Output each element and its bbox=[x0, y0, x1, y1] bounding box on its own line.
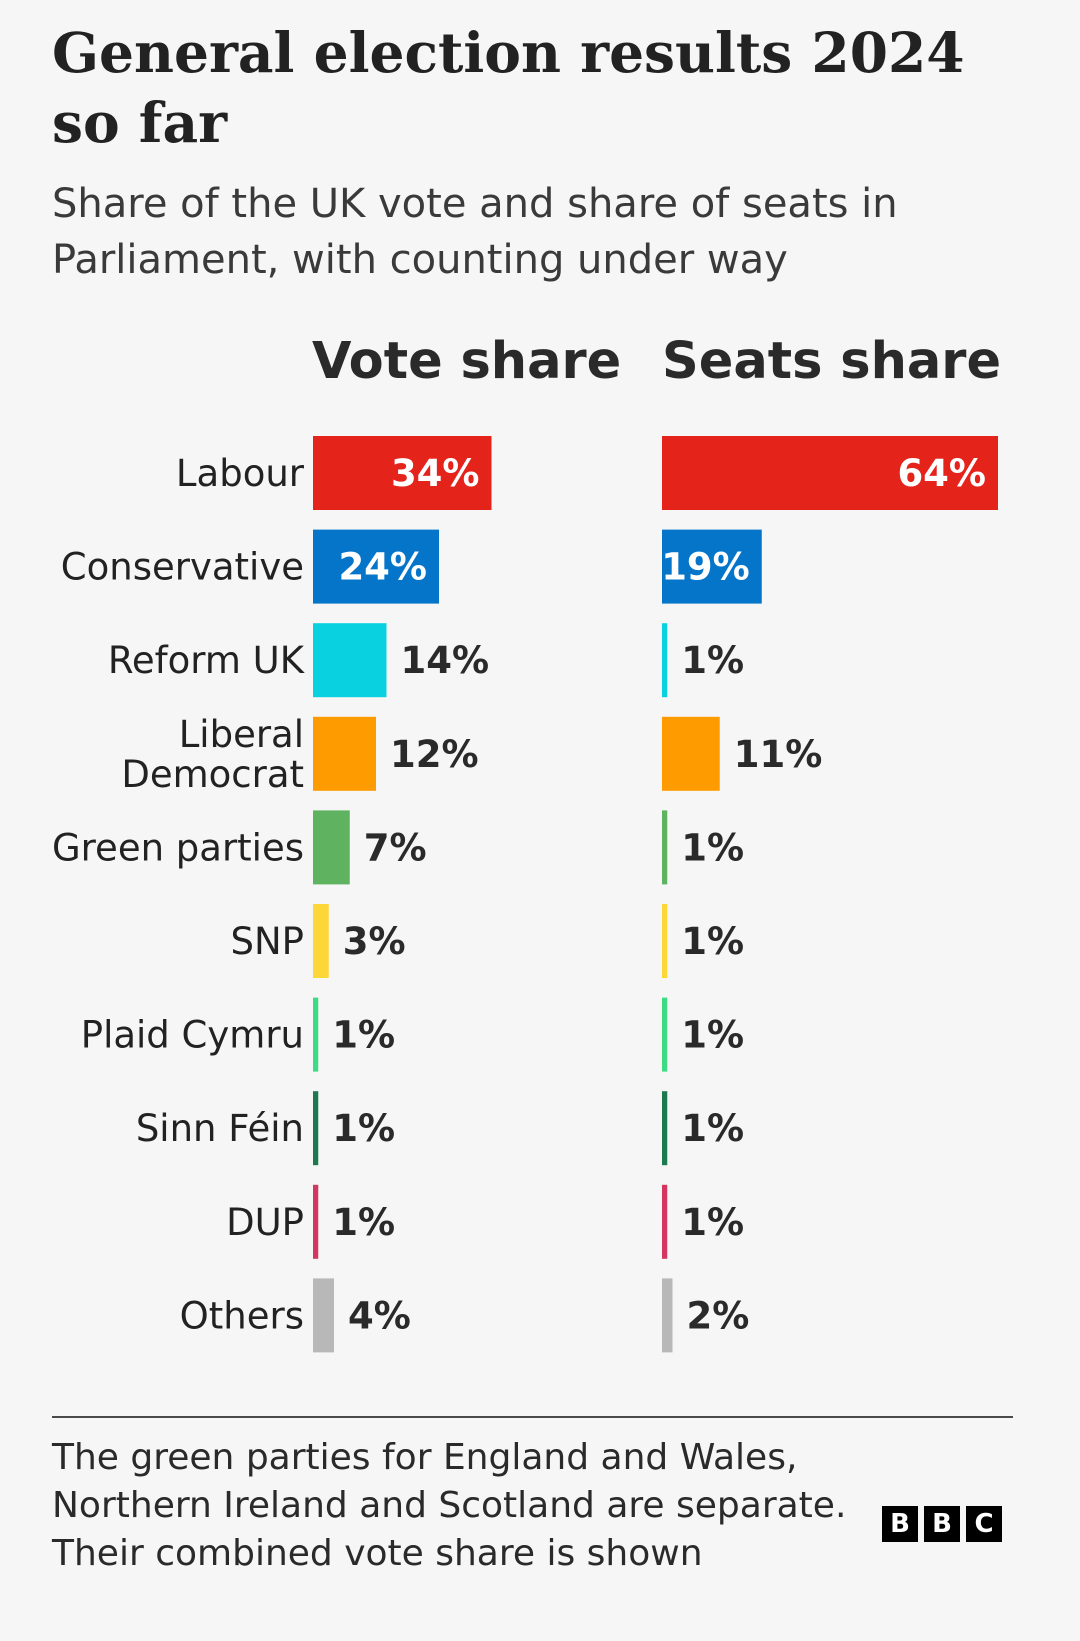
seats-share-value-label: 11% bbox=[734, 733, 823, 776]
seats-share-heading: Seats share bbox=[662, 332, 1002, 391]
seats-share-value-label: 1% bbox=[681, 1201, 744, 1244]
bbc-logo: B B C bbox=[882, 1506, 1002, 1542]
category-label: Democrat bbox=[121, 753, 304, 796]
seats-share-bar bbox=[662, 1091, 668, 1166]
seats-share-value-label: 1% bbox=[681, 826, 744, 869]
footnote: The green parties for England and Wales,… bbox=[52, 1437, 847, 1574]
seats-share-bar bbox=[662, 436, 998, 510]
category-label: Reform UK bbox=[108, 639, 306, 682]
category-label: Others bbox=[180, 1294, 304, 1337]
seats-share-bar bbox=[662, 904, 668, 978]
vote-share-value-label: 24% bbox=[338, 546, 427, 589]
footer-divider bbox=[52, 1416, 1013, 1418]
bbc-logo-block: C bbox=[966, 1506, 1002, 1542]
chart-title: General election results 2024 so far bbox=[52, 20, 965, 155]
vote-share-bar bbox=[313, 436, 492, 510]
vote-share-bar bbox=[313, 904, 329, 978]
seats-share-value-label: 64% bbox=[897, 452, 986, 495]
seats-share-bar bbox=[662, 1184, 668, 1259]
seats-share-value-label: 19% bbox=[661, 546, 750, 589]
vote-share-bar bbox=[313, 1091, 319, 1166]
category-label: Conservative bbox=[61, 546, 304, 589]
seats-share-bar bbox=[662, 529, 762, 604]
seats-share-bar bbox=[662, 716, 720, 791]
vote-share-value-label: 1% bbox=[332, 1107, 395, 1150]
seats-share-value-label: 2% bbox=[687, 1294, 750, 1337]
category-label: Plaid Cymru bbox=[81, 1014, 304, 1057]
vote-share-value-label: 12% bbox=[390, 733, 479, 776]
vote-share-value-label: 14% bbox=[401, 639, 490, 682]
vote-share-value-label: 1% bbox=[332, 1014, 395, 1057]
vote-share-value-label: 4% bbox=[348, 1294, 411, 1337]
vote-share-bar bbox=[313, 716, 376, 791]
vote-share-bar bbox=[313, 529, 439, 604]
vote-share-value-label: 34% bbox=[391, 452, 480, 495]
seats-share-bar bbox=[662, 1278, 673, 1353]
seats-share-value-label: 1% bbox=[681, 1107, 744, 1150]
category-label: Labour bbox=[176, 452, 305, 495]
seats-share-bar bbox=[662, 623, 668, 698]
vote-share-value-label: 7% bbox=[364, 826, 427, 869]
vote-share-value-label: 1% bbox=[332, 1201, 395, 1244]
seats-share-value-label: 1% bbox=[681, 639, 744, 682]
vote-share-heading: Vote share bbox=[312, 332, 622, 391]
category-label: DUP bbox=[226, 1201, 304, 1244]
vote-share-value-label: 3% bbox=[343, 920, 406, 963]
seats-share-bar bbox=[662, 810, 668, 885]
chart-subtitle: Share of the UK vote and share of seats … bbox=[52, 181, 898, 283]
bbc-logo-block: B bbox=[882, 1506, 918, 1542]
seats-share-bar bbox=[662, 997, 668, 1072]
vote-share-bar bbox=[313, 997, 319, 1072]
category-label: Liberal bbox=[179, 713, 304, 756]
seats-share-value-label: 1% bbox=[681, 920, 744, 963]
vote-share-bar bbox=[313, 1184, 319, 1259]
vote-share-bar bbox=[313, 623, 387, 698]
category-label: Green parties bbox=[52, 826, 304, 869]
vote-share-bar bbox=[313, 810, 350, 885]
bbc-logo-block: B bbox=[924, 1506, 960, 1542]
category-label: Sinn Féin bbox=[136, 1107, 304, 1150]
bar-chart: Labour 34% 64% Conservative 24% 19% Reform UK 1… bbox=[52, 436, 998, 1353]
vote-share-bar bbox=[313, 1278, 334, 1353]
category-label: SNP bbox=[231, 920, 304, 963]
seats-share-value-label: 1% bbox=[681, 1014, 744, 1057]
